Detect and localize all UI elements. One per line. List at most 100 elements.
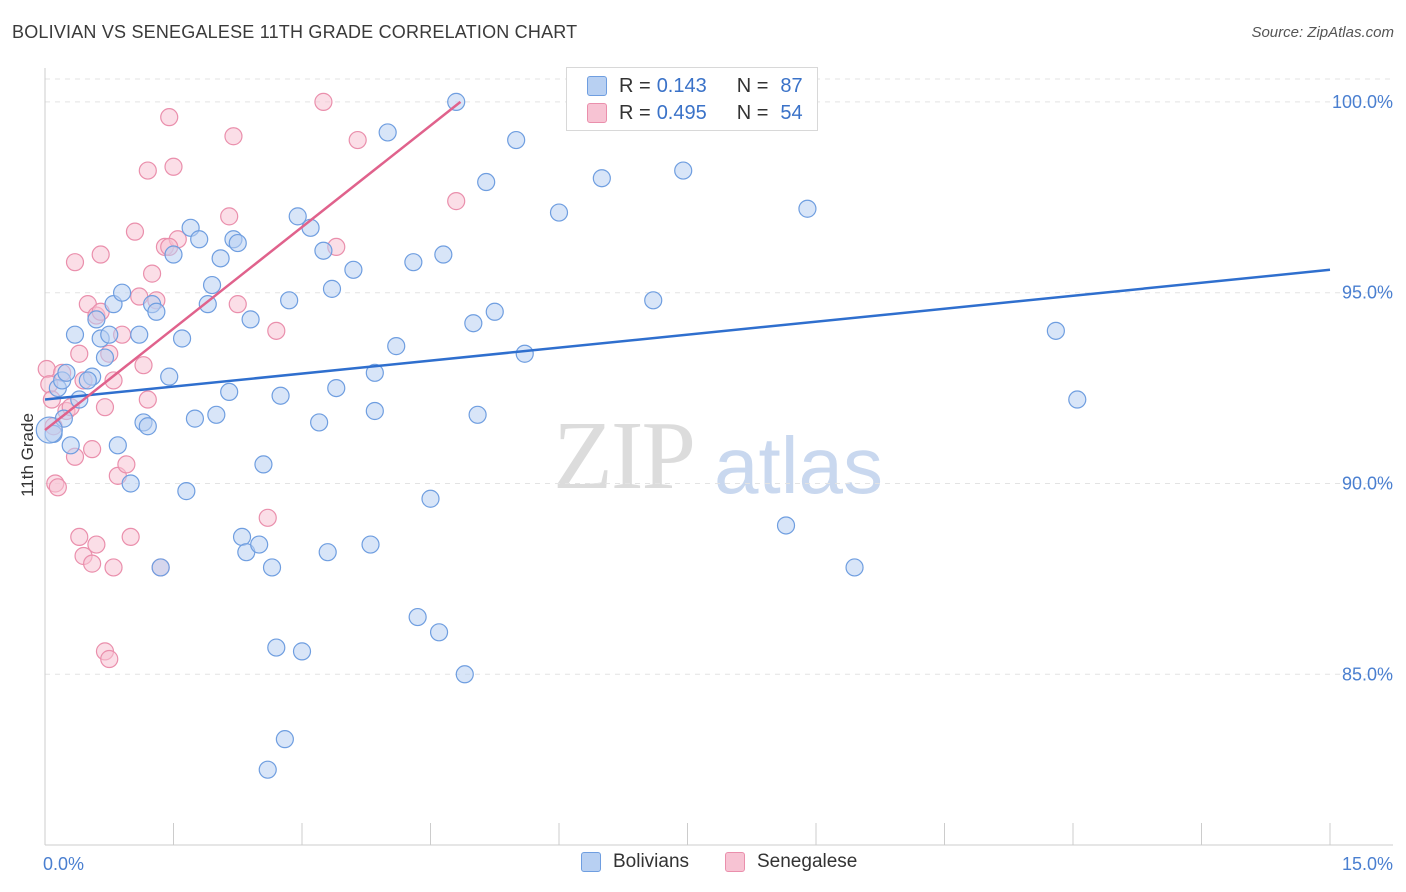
bolivians-point	[429, 623, 449, 642]
bolivians-point	[592, 169, 611, 188]
senegalese-point	[138, 161, 157, 180]
correlation-legend: R = 0.143 N = 87 R = 0.495 N = 54	[566, 67, 818, 131]
bolivians-point	[468, 405, 487, 424]
senegalese-point	[70, 344, 89, 363]
bolivians-point	[211, 249, 230, 268]
bolivians-point	[87, 310, 106, 329]
r-label: R =	[619, 74, 651, 97]
bolivians-point	[121, 474, 140, 493]
bolivians-point	[310, 413, 329, 432]
label-layer: 85.0% 90.0% 95.0% 100.0% 0.0% 15.0% 11th Grade	[18, 92, 1393, 874]
bolivians-point	[198, 295, 217, 314]
legend-row-bolivians: R = 0.143 N = 87	[587, 73, 803, 99]
watermark-atlas: atlas	[714, 421, 883, 510]
senegalese-point	[220, 207, 239, 226]
bolivians-point	[644, 291, 663, 310]
bolivians-point	[78, 371, 97, 390]
legend-row-senegalese: R = 0.495 N = 54	[587, 100, 803, 126]
legend-item-senegalese[interactable]: Senegalese	[725, 851, 857, 873]
senegalese-point	[95, 398, 115, 417]
bolivians-point	[447, 92, 466, 111]
n-value: 54	[780, 101, 803, 124]
y-tick-label: 95.0%	[1342, 283, 1393, 303]
bolivians-point	[322, 279, 342, 298]
senegalese-point	[267, 321, 286, 340]
bolivians-point	[61, 436, 80, 455]
bolivians-point	[549, 203, 569, 222]
bolivians-point	[95, 348, 115, 367]
bolivians-trend-line	[44, 268, 1331, 401]
r-value: 0.143	[656, 74, 707, 97]
bolivians-point	[365, 363, 384, 382]
bolivians-point	[232, 527, 252, 547]
bolivians-point	[515, 344, 534, 363]
bolivians-point	[138, 417, 157, 436]
senegalese-point	[91, 245, 110, 264]
bolivians-point	[254, 455, 273, 474]
bolivians-legend-label: Bolivians	[613, 851, 690, 872]
bolivians-point	[1046, 321, 1065, 340]
bolivians-point	[507, 130, 526, 150]
bolivians-point	[151, 558, 170, 577]
bolivians-points	[35, 92, 1087, 779]
bolivians-point	[258, 760, 277, 779]
bolivians-point	[147, 302, 166, 321]
r-value: 0.495	[656, 101, 707, 124]
bolivians-point	[361, 535, 380, 554]
senegalese-point	[117, 455, 136, 474]
bolivians-point	[434, 245, 453, 264]
senegalese-point	[121, 527, 140, 547]
senegalese-point	[348, 130, 367, 150]
bolivians-point	[327, 378, 346, 398]
bolivians-point	[177, 482, 196, 501]
senegalese-point	[87, 535, 106, 554]
senegalese-point	[138, 390, 157, 409]
bolivians-point	[288, 207, 307, 226]
senegalese-point	[224, 127, 243, 146]
n-label: N =	[736, 101, 769, 124]
bolivians-point	[1068, 390, 1087, 409]
bolivians-point	[100, 325, 119, 344]
bolivians-point	[190, 230, 209, 249]
senegalese-point	[258, 508, 277, 527]
r-label: R =	[619, 101, 651, 124]
bolivians-point	[271, 386, 290, 405]
bolivians-point	[674, 161, 693, 180]
bolivians-point	[378, 123, 397, 142]
senegalese-point	[65, 253, 85, 272]
bolivians-point	[57, 363, 76, 382]
bolivians-point	[404, 253, 423, 272]
bolivians-point	[172, 329, 192, 348]
senegalese-points	[37, 92, 466, 669]
bolivians-point	[280, 291, 299, 310]
bolivians-point	[228, 233, 247, 253]
bolivians-point	[455, 665, 474, 684]
bolivians-point	[365, 401, 384, 421]
senegalese-point	[48, 478, 67, 497]
bolivians-point	[160, 367, 179, 386]
series-legend: Bolivians Senegalese	[0, 851, 1406, 877]
chart-title: BOLIVIAN VS SENEGALESE 11TH GRADE CORREL…	[12, 22, 578, 42]
bolivians-legend-swatch	[581, 852, 601, 872]
senegalese-legend-swatch	[725, 852, 745, 872]
senegalese-swatch	[587, 103, 607, 123]
bolivians-point	[421, 489, 440, 508]
bolivians-point	[387, 337, 406, 356]
bolivians-point	[220, 382, 239, 402]
senegalese-point	[228, 295, 247, 314]
bolivians-point	[65, 325, 85, 344]
watermark-zip: ZIP	[553, 402, 696, 510]
senegalese-point	[314, 92, 333, 111]
senegalese-point	[125, 222, 145, 241]
bolivians-point	[112, 283, 132, 302]
legend-item-bolivians[interactable]: Bolivians	[581, 851, 689, 873]
bolivians-point	[207, 405, 226, 424]
bolivians-point	[408, 607, 427, 627]
bolivians-point	[845, 558, 864, 577]
bolivians-point	[485, 302, 504, 321]
y-axis-label: 11th Grade	[18, 413, 37, 497]
axis-layer	[44, 68, 1393, 846]
trend-layer	[44, 100, 1331, 432]
senegalese-point	[164, 157, 183, 176]
